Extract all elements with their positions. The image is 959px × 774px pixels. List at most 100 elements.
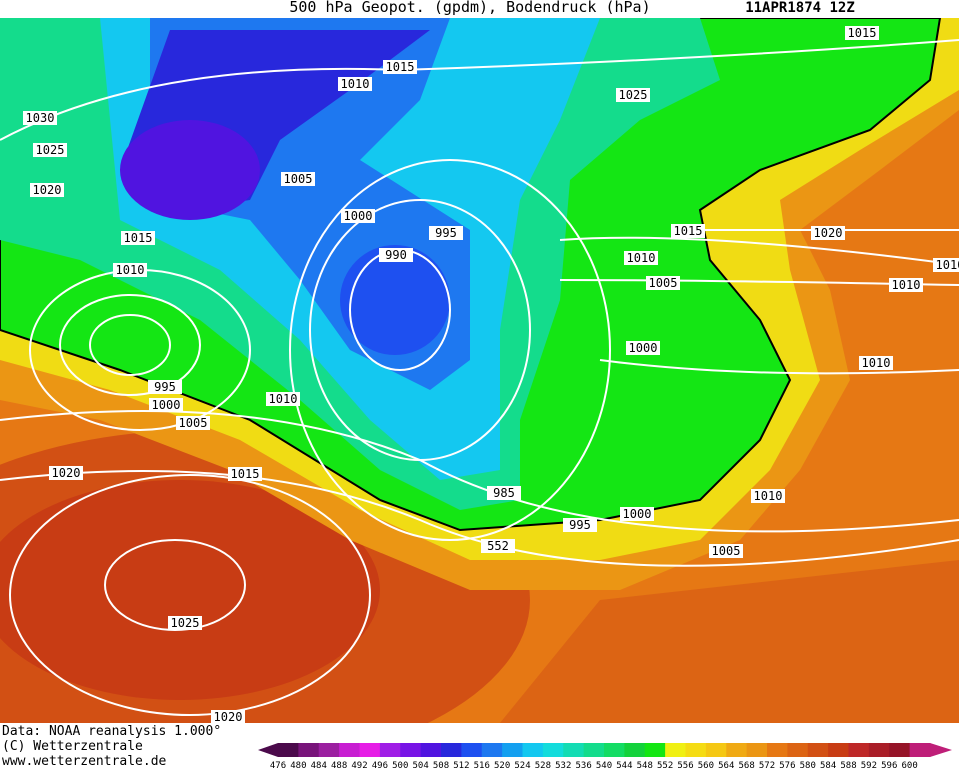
colorbar-label: 572 [759,761,775,770]
isobar-value: 1015 [231,467,260,481]
isobar-label: 1015 [383,60,417,74]
label-box [176,416,210,430]
isobar-value: 1025 [619,88,648,102]
isobar-label: 1010 [859,356,893,370]
colorbar-swatch [828,743,849,757]
colorbar-swatch [909,743,931,757]
label-box [646,276,680,290]
isobar-value: 1010 [892,278,921,292]
isobar-value: 1025 [36,143,65,157]
colorbar-label: 492 [351,761,367,770]
isobar-label: 1020 [49,466,83,480]
isobar-value: 1015 [848,26,877,40]
colorbar-swatch [522,743,544,757]
isobar-label: 1000 [341,209,375,223]
isobar-label: 1025 [616,88,650,102]
isobar-value: 1005 [712,544,741,558]
isobar-value: 1015 [386,60,415,74]
isobar-label: 1015 [845,26,879,40]
label-box [859,356,893,370]
colorbar-swatch [868,743,890,757]
label-box [889,278,923,292]
colorbar-label: 584 [820,761,836,770]
colorbar-swatch [542,743,564,757]
colorbar-swatch [583,743,605,757]
isobar-label: 1010 [933,258,959,272]
isobar-value: 1010 [754,489,783,503]
isobar-label: 995 [563,518,597,532]
colorbar-label: 504 [412,761,428,770]
isobar-label: 1015 [228,467,262,481]
colorbar-end [930,743,952,757]
label-box [933,258,959,272]
colorbar-swatch [563,743,585,757]
isobar-label: 1015 [121,231,155,245]
label-box [148,380,182,394]
footer: Data: NOAA reanalysis 1.000°(C) Wetterze… [2,724,221,769]
label-box [751,489,785,503]
label-box [709,544,743,558]
isobar-value: 1030 [26,111,55,125]
isobar-value: 1000 [344,209,373,223]
label-box [811,226,845,240]
label-box [624,251,658,265]
colorbar-swatch [318,743,340,757]
label-box [845,26,879,40]
label-box [481,539,515,553]
colorbar-swatch [848,743,870,757]
isobar-label: 1015 [671,224,705,238]
colorbar-label: 532 [555,761,571,770]
isobar-value: 1000 [629,341,658,355]
colorbar-label: 596 [881,761,897,770]
colorbar-swatch [298,743,320,757]
isobar-value: 1000 [623,507,652,521]
isobar-label: 552 [481,539,515,553]
isobar-label: 1030 [23,111,57,125]
colorbar: 476 480 484 488 492 496 500 504 508 512 516 520 524 5… [258,743,952,771]
label-box [429,226,463,240]
isobar-label: 1025 [168,616,202,630]
label-box [341,209,375,223]
colorbar-swatch [767,743,788,757]
label-box [266,392,300,406]
colorbar-label: 552 [657,761,673,770]
isobar-value: 1010 [627,251,656,265]
isobar-value: 1005 [284,172,313,186]
label-box [168,616,202,630]
colorbar-label: 520 [494,761,510,770]
isobar-value: 985 [493,486,515,500]
label-box [487,486,521,500]
isobar-label: 1020 [211,710,245,724]
isobar-value: 1000 [152,398,181,412]
isobar-value: 1020 [52,466,81,480]
footer-line: www.wetterzentrale.de [2,754,167,769]
isobar-value: 1020 [33,183,62,197]
colorbar-label: 524 [514,761,530,770]
label-box [33,143,67,157]
colorbar-swatch [685,743,707,757]
colorbar-label: 516 [474,761,490,770]
colorbar-label: 484 [311,761,327,770]
isobar-value: 995 [154,380,176,394]
label-box [228,467,262,481]
isobar-label-layer: 1015 1015 1010 1025 1030 1025 1005 1020 1000 995 1… [23,26,959,724]
colorbar-swatch [807,743,829,757]
colorbar-label: 548 [637,761,653,770]
label-box [211,710,245,724]
colorbar-label: 508 [433,761,449,770]
colorbar-label: 540 [596,761,612,770]
colorbar-label: 588 [840,761,856,770]
label-box [281,172,315,186]
isobar-label: 1005 [709,544,743,558]
isobar-label: 1005 [646,276,680,290]
colorbar-label: 488 [331,761,347,770]
isobar-value: 990 [385,248,407,262]
colorbar-label: 496 [372,761,388,770]
colorbar-label: 500 [392,761,408,770]
isobar-value: 995 [569,518,591,532]
colorbar-swatch [339,743,360,757]
colorbar-swatch [889,743,911,757]
label-box [563,518,597,532]
label-box [671,224,705,238]
